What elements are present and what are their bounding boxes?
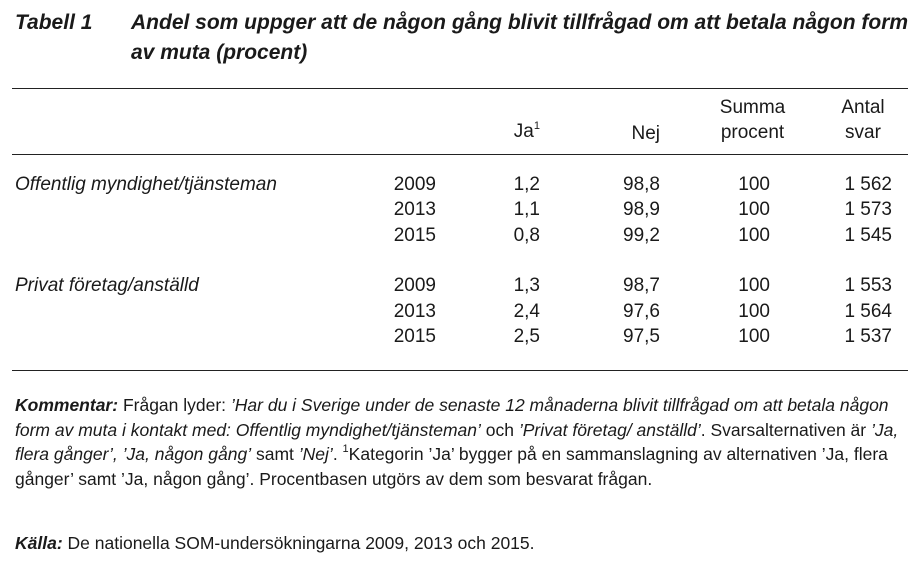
nej-cell: 97,6: [623, 301, 660, 322]
footnote-marker: 1: [342, 443, 349, 456]
antal-cell: 1 553: [844, 275, 892, 296]
comment-label: Kommentar:: [15, 395, 119, 415]
ja-cell: 1,3: [513, 275, 540, 296]
header-antal-svar: Antal svar: [828, 95, 898, 145]
table-caption: Andel som uppger att de någon gång blivi…: [131, 11, 909, 64]
year-cell: 2015: [393, 326, 436, 347]
antal-cell: 1 545: [844, 225, 892, 246]
year-cell: 2009: [393, 174, 436, 195]
comment-text: och: [480, 419, 519, 440]
antal-cell: 1 537: [844, 326, 892, 347]
ja-cell: 1,2: [513, 174, 540, 195]
year-cell: 2009: [393, 275, 436, 296]
top-rule: [12, 88, 908, 89]
year-cell: 2015: [393, 225, 436, 246]
table-row: 2015 0,8 99,2 100 1 545: [0, 223, 920, 249]
summa-cell: 100: [738, 225, 770, 246]
nej-cell: 97,5: [623, 326, 660, 347]
summa-cell: 100: [738, 199, 770, 220]
year-cell: 2013: [393, 199, 436, 220]
summa-cell: 100: [738, 275, 770, 296]
nej-cell: 98,9: [623, 199, 660, 220]
nej-cell: 98,7: [623, 275, 660, 296]
header-summa-line1: Summa: [719, 97, 786, 118]
header-ja-label: Ja: [513, 121, 534, 142]
source-label: Källa:: [15, 533, 63, 553]
header-ja-footnote-marker: 1: [533, 119, 540, 132]
header-rule: [12, 154, 908, 155]
category-label: Privat företag/anställd: [15, 275, 199, 296]
comment-quote: ’Ja, flera gånger’, ’Ja, någon gång’: [15, 419, 899, 465]
comment-text: samt: [251, 444, 299, 464]
table-row: 2015 2,5 97,5 100 1 537: [0, 324, 920, 350]
ja-cell: 1,1: [513, 199, 540, 220]
antal-cell: 1 564: [844, 301, 892, 322]
header-antal-line1: Antal: [841, 97, 885, 118]
comment-text: . Svarsalternativen är: [700, 419, 871, 440]
ja-cell: 2,4: [513, 301, 540, 322]
comment-quote: ’Har du i Sverige under de senaste 12 må…: [15, 395, 889, 440]
comment-quote: ’Nej’: [298, 444, 333, 464]
ja-cell: 2,5: [513, 326, 540, 347]
header-summa-procent: Summa procent: [700, 95, 805, 145]
category-label: Offentlig myndighet/tjänsteman: [15, 174, 277, 195]
table-row: 2013 2,4 97,6 100 1 564: [0, 299, 920, 325]
summa-cell: 100: [738, 174, 770, 195]
header-nej: Nej: [631, 123, 660, 144]
table-number: Tabell 1: [15, 11, 93, 34]
comment-paragraph: Kommentar: Frågan lyder: ’Har du i Sveri…: [15, 393, 910, 491]
comment-text: .: [332, 444, 343, 464]
ja-cell: 0,8: [513, 225, 540, 246]
bottom-rule: [12, 370, 908, 371]
year-cell: 2013: [393, 301, 436, 322]
comment-quote: ’Privat företag/ anställd’: [518, 419, 701, 440]
nej-cell: 98,8: [623, 174, 660, 195]
table-row: Offentlig myndighet/tjänsteman 2009 1,2 …: [0, 172, 920, 198]
source-line: Källa: De nationella SOM-undersökningarn…: [15, 531, 535, 555]
header-summa-line2: procent: [720, 122, 785, 143]
summa-cell: 100: [738, 301, 770, 322]
comment-text: Frågan lyder:: [118, 395, 231, 415]
summa-cell: 100: [738, 326, 770, 347]
antal-cell: 1 573: [844, 199, 892, 220]
nej-cell: 99,2: [623, 225, 660, 246]
source-text: De nationella SOM-undersökningarna 2009,…: [62, 533, 535, 553]
header-ja: Ja1: [480, 119, 540, 144]
comment-text: Kategorin ’Ja’ bygger på en sammanslagni…: [15, 444, 888, 489]
header-antal-line2: svar: [845, 122, 881, 143]
antal-cell: 1 562: [844, 174, 892, 195]
table-row: 2013 1,1 98,9 100 1 573: [0, 197, 920, 223]
table-row: Privat företag/anställd 2009 1,3 98,7 10…: [0, 273, 920, 299]
